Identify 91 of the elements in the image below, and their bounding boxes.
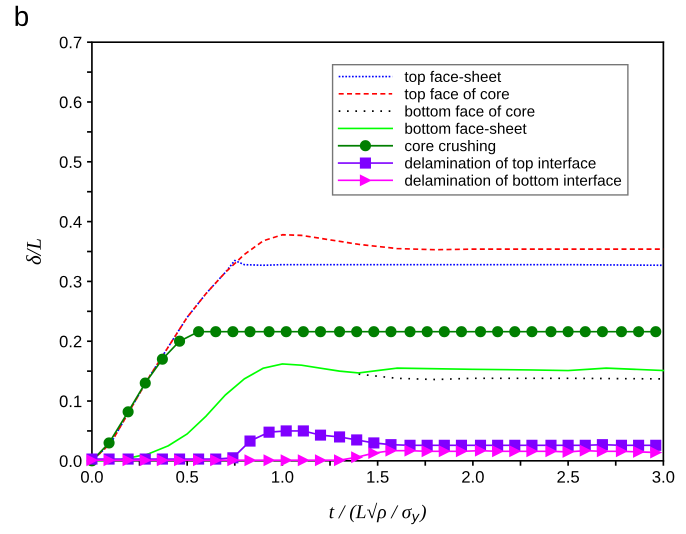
point (385, 326, 397, 338)
point (368, 437, 380, 448)
point (351, 326, 362, 338)
point (314, 326, 326, 338)
point (422, 326, 433, 338)
point (526, 326, 538, 338)
point (650, 326, 662, 338)
point (210, 326, 222, 338)
legend-label: core crushing (405, 140, 496, 154)
point (526, 446, 538, 457)
y-tick-label: 0.6 (60, 96, 82, 108)
point (492, 446, 504, 457)
y-tick-label: 0.7 (60, 36, 82, 48)
point (616, 326, 628, 338)
legend-label: delamination of bottom interface (405, 174, 622, 186)
point (404, 326, 416, 338)
point (193, 326, 204, 338)
legend-label: top face-sheet (404, 70, 502, 86)
text: b (16, 6, 28, 26)
x-tick-label: 2.5 (557, 471, 580, 483)
point (545, 326, 557, 338)
point (104, 437, 115, 448)
point (351, 452, 362, 463)
x-axis-title: t / (L√ρ / σ$_{y}$) (330, 502, 426, 524)
x-tick-label: 2.0 (462, 471, 484, 483)
y-tick-label: 0.5 (60, 156, 82, 168)
point (264, 326, 275, 338)
point (596, 326, 608, 338)
point (227, 454, 238, 466)
point (298, 326, 309, 338)
y-axis-title: δ/L (26, 238, 41, 264)
point (509, 326, 520, 338)
point (334, 326, 346, 338)
point (422, 446, 433, 457)
x-tick-label: 1.5 (367, 471, 389, 483)
legend-label: bottom face-sheet (405, 122, 527, 134)
point (351, 434, 362, 446)
point (156, 354, 168, 365)
point (174, 336, 186, 347)
point (368, 448, 380, 459)
point (334, 431, 346, 442)
point (580, 445, 591, 456)
x-tick-label: 1.0 (272, 471, 294, 483)
point (140, 378, 151, 389)
legend-label: top face of core (404, 88, 510, 102)
point (280, 425, 292, 436)
point (456, 326, 468, 338)
point (122, 406, 134, 418)
x-tick-label: 0.0 (80, 471, 103, 483)
point (227, 326, 238, 338)
point (633, 326, 644, 338)
y-tick-label: 0.2 (60, 336, 82, 348)
point (562, 446, 574, 458)
point (244, 326, 256, 338)
point (298, 454, 309, 466)
point (438, 326, 450, 338)
point (368, 326, 380, 338)
point (314, 454, 326, 466)
y-tick-label: 0.4 (60, 216, 82, 228)
point (385, 445, 397, 456)
point (474, 445, 486, 456)
point (298, 425, 309, 436)
point (650, 446, 662, 458)
y-tick-label: 0.0 (60, 455, 82, 468)
point (280, 454, 292, 466)
point (492, 326, 504, 338)
legend-label: delamination of top interface (405, 157, 596, 172)
point (562, 326, 574, 338)
point (456, 446, 468, 457)
legend-label: bottom face of core (405, 105, 534, 117)
point (580, 326, 591, 338)
point (509, 446, 520, 457)
point (633, 446, 644, 458)
point (438, 446, 450, 457)
point (596, 446, 608, 457)
point (244, 454, 256, 466)
point (334, 454, 346, 466)
point (404, 445, 416, 456)
point (264, 454, 275, 466)
point (280, 326, 292, 338)
point (244, 436, 256, 447)
y-tick-label: 0.1 (60, 395, 82, 408)
point (545, 446, 557, 457)
x-tick-label: 3.0 (652, 471, 674, 483)
point (474, 326, 486, 338)
point (264, 426, 275, 438)
point (314, 430, 326, 441)
x-tick-label: 0.5 (176, 471, 198, 483)
point (616, 446, 628, 457)
point (650, 440, 662, 451)
y-tick-label: 0.3 (60, 276, 82, 288)
